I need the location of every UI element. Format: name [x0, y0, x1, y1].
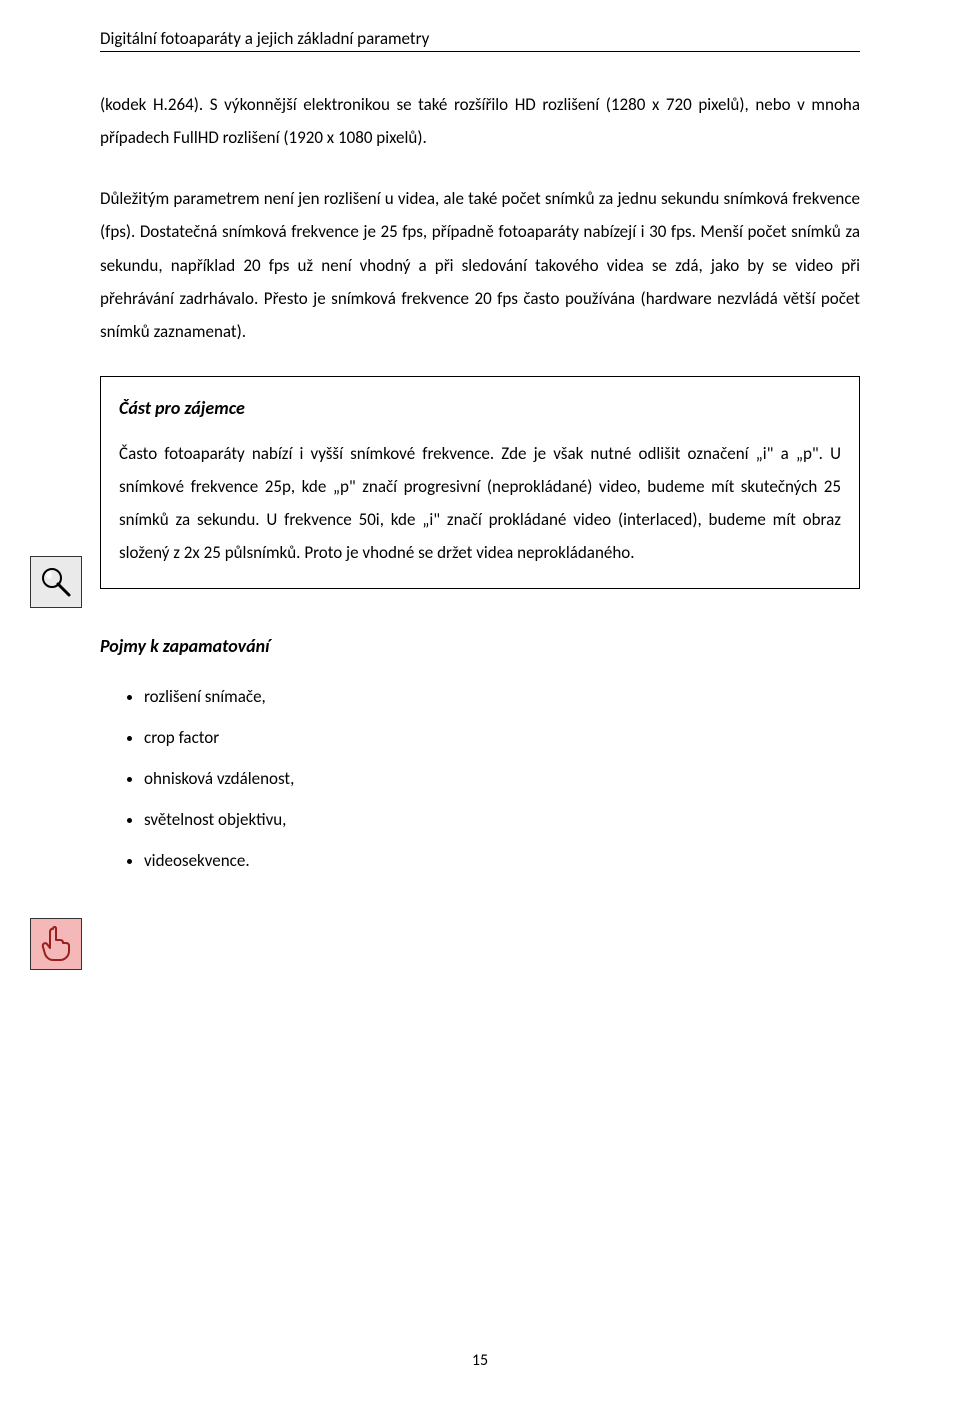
aside-remember [30, 918, 82, 970]
list-item: videosekvence. [144, 847, 860, 874]
page-number: 15 [0, 1351, 960, 1370]
magnifier-icon-box [30, 556, 82, 608]
callout-box-interested: Část pro zájemce Často fotoaparáty nabíz… [100, 376, 860, 589]
list-item: rozlišení snímače, [144, 683, 860, 710]
list-item: světelnost objektivu, [144, 806, 860, 833]
remember-title: Pojmy k zapamatování [100, 635, 860, 657]
aside-magnifier [30, 556, 82, 608]
page-content: Digitální fotoaparáty a jejich základní … [0, 0, 960, 874]
pointing-hand-icon-box [30, 918, 82, 970]
pointing-hand-icon [35, 923, 77, 965]
list-item: ohnisková vzdálenost, [144, 765, 860, 792]
remember-list: rozlišení snímače, crop factor ohnisková… [100, 683, 860, 875]
paragraph-codec: (kodek H.264). S výkonnější elektronikou… [100, 88, 860, 154]
list-item: crop factor [144, 724, 860, 751]
running-header: Digitální fotoaparáty a jejich základní … [100, 28, 860, 52]
callout-title: Část pro zájemce [119, 397, 841, 419]
paragraph-fps: Důležitým parametrem není jen rozlišení … [100, 182, 860, 348]
callout-body: Často fotoaparáty nabízí i vyšší snímkov… [119, 437, 841, 570]
magnifier-icon [36, 562, 76, 602]
